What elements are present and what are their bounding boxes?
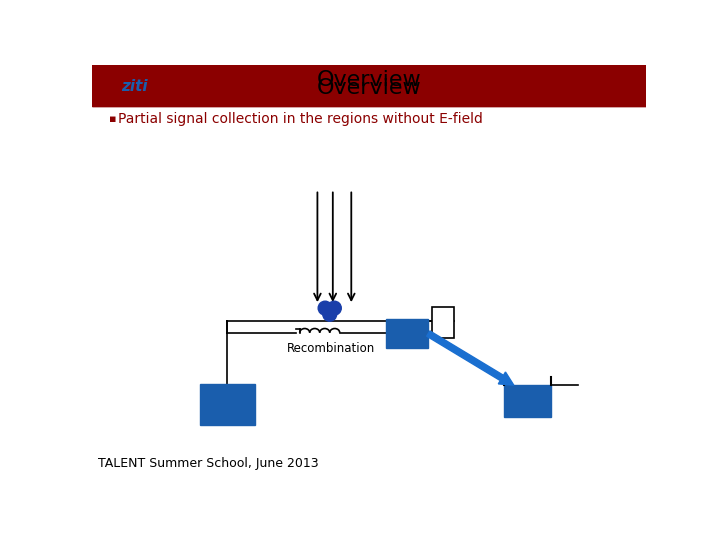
Text: Recombination: Recombination: [287, 342, 374, 355]
Bar: [92, 72, 647, 103]
Bar: [92, 65, 647, 72]
Bar: [92, 65, 647, 93]
Text: Overview: Overview: [317, 78, 421, 98]
FancyArrow shape: [427, 331, 514, 385]
Bar: [92, 93, 647, 102]
Bar: [432, 307, 454, 338]
Bar: [504, 385, 552, 417]
Circle shape: [318, 301, 332, 315]
Text: Overview: Overview: [317, 70, 421, 90]
Circle shape: [328, 301, 341, 315]
Text: TALENT Summer School, June 2013: TALENT Summer School, June 2013: [98, 457, 318, 470]
Bar: [92, 93, 647, 102]
Text: Partial signal collection in the regions without E-field: Partial signal collection in the regions…: [118, 112, 483, 126]
Circle shape: [323, 307, 337, 321]
Bar: [92, 103, 647, 106]
Text: ▪: ▪: [109, 114, 116, 124]
Bar: [199, 384, 255, 425]
Text: ziti: ziti: [121, 79, 148, 94]
Bar: [92, 103, 647, 106]
Bar: [386, 319, 428, 348]
Bar: [92, 102, 647, 105]
